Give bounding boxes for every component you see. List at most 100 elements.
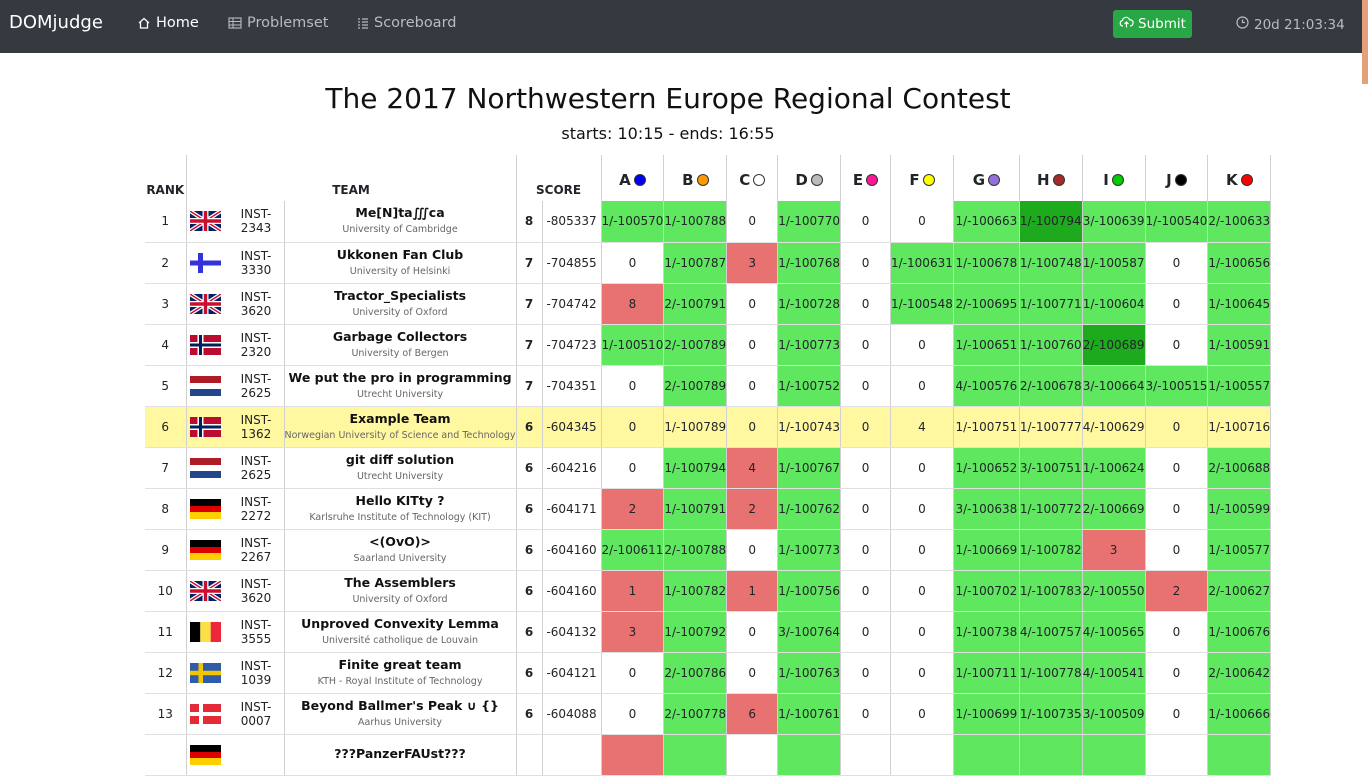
table-row[interactable]: 10 INST-3620 The Assemblers University of O… xyxy=(145,570,1272,612)
problem-cell-i[interactable]: 2/-100669 xyxy=(1082,488,1146,530)
problem-cell-d[interactable]: 1/-100773 xyxy=(777,529,842,571)
problem-cell-k[interactable]: 2/-100642 xyxy=(1207,652,1272,694)
problem-cell-k[interactable]: 2/-100627 xyxy=(1207,570,1272,612)
problem-cell-b[interactable] xyxy=(663,734,728,776)
problem-cell-i[interactable]: 4/-100629 xyxy=(1082,406,1146,448)
table-row[interactable]: 8 INST-2272 Hello KITty ? Karlsruhe Institu… xyxy=(145,488,1272,530)
problem-cell-d[interactable]: 1/-100761 xyxy=(777,693,842,735)
problem-cell-f[interactable]: 0 xyxy=(890,324,954,366)
problem-cell-b[interactable]: 2/-100786 xyxy=(663,652,728,694)
problem-cell-b[interactable]: 1/-100782 xyxy=(663,570,728,612)
problem-cell-b[interactable]: 2/-100789 xyxy=(663,324,728,366)
problem-cell-i[interactable]: 2/-100550 xyxy=(1082,570,1146,612)
team-cell[interactable]: We put the pro in programming Utrecht Uni… xyxy=(284,365,517,407)
problem-cell-h[interactable]: 1/-100771 xyxy=(1019,283,1083,325)
problem-cell-j[interactable]: 0 xyxy=(1145,447,1209,489)
problem-cell-j[interactable]: 0 xyxy=(1145,529,1209,571)
problem-cell-c[interactable]: 0 xyxy=(726,406,779,448)
problem-cell-e[interactable]: 0 xyxy=(840,693,892,735)
problem-cell-c[interactable]: 0 xyxy=(726,324,779,366)
team-cell[interactable]: Finite great team KTH - Royal Institute o… xyxy=(284,652,517,694)
problem-cell-k[interactable]: 2/-100688 xyxy=(1207,447,1272,489)
problem-cell-d[interactable]: 1/-100770 xyxy=(777,201,842,243)
table-row[interactable]: 1 INST-2343 Me[N]ta∭ca University of Cambri… xyxy=(145,201,1272,243)
problem-cell-k[interactable]: 1/-100557 xyxy=(1207,365,1272,407)
problem-cell-h[interactable]: 1/-100760 xyxy=(1019,324,1083,366)
problem-cell-d[interactable]: 1/-100762 xyxy=(777,488,842,530)
problem-cell-k[interactable]: 1/-100656 xyxy=(1207,242,1272,284)
brand-logo[interactable]: DOMjudge xyxy=(9,12,103,33)
problem-cell-d[interactable]: 1/-100763 xyxy=(777,652,842,694)
table-row[interactable]: 11 INST-3555 Unproved Convexity Lemma Unive… xyxy=(145,611,1272,653)
problem-cell-b[interactable]: 1/-100792 xyxy=(663,611,728,653)
problem-cell-b[interactable]: 2/-100788 xyxy=(663,529,728,571)
problem-cell-d[interactable]: 1/-100768 xyxy=(777,242,842,284)
table-row[interactable]: 9 INST-2267 <(OvO)> Saarland University 6 -60… xyxy=(145,529,1272,571)
problem-cell-b[interactable]: 1/-100788 xyxy=(663,201,728,243)
problem-cell-j[interactable] xyxy=(1145,734,1209,776)
problem-cell-h[interactable]: 1/-100777 xyxy=(1019,406,1083,448)
problem-cell-k[interactable]: 1/-100645 xyxy=(1207,283,1272,325)
problem-cell-g[interactable]: 1/-100711 xyxy=(953,652,1020,694)
problem-cell-e[interactable] xyxy=(840,734,892,776)
problem-cell-d[interactable] xyxy=(777,734,842,776)
problem-cell-a[interactable]: 1 xyxy=(601,570,665,612)
problem-cell-j[interactable]: 0 xyxy=(1145,324,1209,366)
problem-cell-k[interactable]: 1/-100599 xyxy=(1207,488,1272,530)
problem-cell-g[interactable]: 1/-100678 xyxy=(953,242,1020,284)
problem-cell-a[interactable]: 0 xyxy=(601,365,665,407)
problem-header-g[interactable]: G xyxy=(953,155,1020,201)
problem-cell-d[interactable]: 1/-100743 xyxy=(777,406,842,448)
problem-cell-c[interactable]: 0 xyxy=(726,201,779,243)
problem-header-b[interactable]: B xyxy=(663,155,728,201)
problem-cell-g[interactable]: 1/-100663 xyxy=(953,201,1020,243)
team-cell[interactable]: The Assemblers University of Oxford xyxy=(284,570,517,612)
problem-cell-f[interactable]: 0 xyxy=(890,652,954,694)
problem-cell-d[interactable]: 1/-100767 xyxy=(777,447,842,489)
problem-cell-i[interactable]: 1/-100604 xyxy=(1082,283,1146,325)
team-cell[interactable]: Ukkonen Fan Club University of Helsinki xyxy=(284,242,517,284)
problem-cell-f[interactable]: 1/-100548 xyxy=(890,283,954,325)
submit-button[interactable]: Submit xyxy=(1113,10,1192,38)
problem-cell-j[interactable]: 0 xyxy=(1145,652,1209,694)
problem-cell-i[interactable]: 2/-100689 xyxy=(1082,324,1146,366)
team-cell[interactable]: Example Team Norwegian University of Scie… xyxy=(284,406,517,448)
problem-cell-g[interactable]: 3/-100638 xyxy=(953,488,1020,530)
problem-cell-j[interactable]: 0 xyxy=(1145,611,1209,653)
problem-header-k[interactable]: K xyxy=(1207,155,1272,201)
problem-cell-b[interactable]: 2/-100778 xyxy=(663,693,728,735)
problem-cell-i[interactable]: 4/-100565 xyxy=(1082,611,1146,653)
problem-cell-h[interactable]: 1/-100794 xyxy=(1019,201,1083,243)
problem-cell-h[interactable]: 1/-100748 xyxy=(1019,242,1083,284)
problem-cell-e[interactable]: 0 xyxy=(840,570,892,612)
problem-cell-h[interactable]: 1/-100772 xyxy=(1019,488,1083,530)
problem-cell-b[interactable]: 1/-100787 xyxy=(663,242,728,284)
problem-cell-h[interactable]: 2/-100678 xyxy=(1019,365,1083,407)
problem-cell-c[interactable]: 0 xyxy=(726,365,779,407)
problem-cell-h[interactable]: 4/-100757 xyxy=(1019,611,1083,653)
problem-cell-e[interactable]: 0 xyxy=(840,611,892,653)
problem-cell-j[interactable]: 0 xyxy=(1145,693,1209,735)
problem-cell-j[interactable]: 0 xyxy=(1145,242,1209,284)
problem-cell-e[interactable]: 0 xyxy=(840,324,892,366)
nav-scoreboard[interactable]: Scoreboard xyxy=(357,15,456,31)
table-row[interactable]: 2 INST-3330 Ukkonen Fan Club University of … xyxy=(145,242,1272,284)
problem-cell-d[interactable]: 1/-100756 xyxy=(777,570,842,612)
problem-cell-f[interactable]: 0 xyxy=(890,488,954,530)
problem-header-d[interactable]: D xyxy=(777,155,842,201)
table-row[interactable]: 4 INST-2320 Garbage Collectors University o… xyxy=(145,324,1272,366)
problem-cell-k[interactable]: 1/-100676 xyxy=(1207,611,1272,653)
problem-cell-i[interactable]: 4/-100541 xyxy=(1082,652,1146,694)
problem-cell-f[interactable]: 0 xyxy=(890,693,954,735)
problem-cell-h[interactable]: 1/-100735 xyxy=(1019,693,1083,735)
problem-cell-f[interactable]: 0 xyxy=(890,529,954,571)
problem-cell-k[interactable]: 1/-100716 xyxy=(1207,406,1272,448)
problem-cell-j[interactable]: 0 xyxy=(1145,283,1209,325)
problem-header-j[interactable]: J xyxy=(1145,155,1209,201)
problem-cell-c[interactable]: 3 xyxy=(726,242,779,284)
problem-cell-i[interactable]: 3/-100509 xyxy=(1082,693,1146,735)
problem-cell-f[interactable]: 0 xyxy=(890,611,954,653)
team-cell[interactable]: ???PanzerFAUst??? xyxy=(284,734,517,776)
table-row[interactable]: 5 INST-2625 We put the pro in programming U… xyxy=(145,365,1272,407)
problem-cell-a[interactable]: 1/-100570 xyxy=(601,201,665,243)
